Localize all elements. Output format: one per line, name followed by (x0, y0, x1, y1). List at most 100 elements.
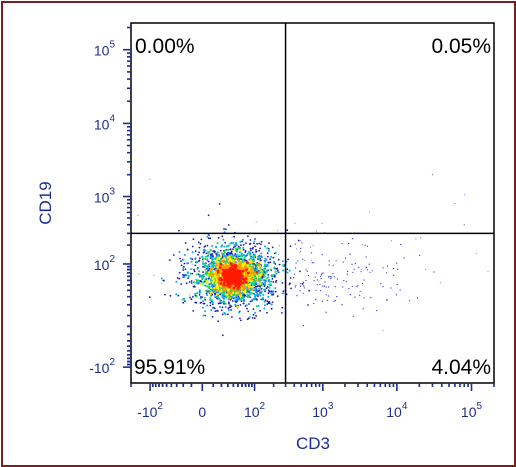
density-point (195, 278, 198, 281)
density-point (216, 261, 220, 264)
density-point (239, 269, 242, 273)
density-point (228, 301, 230, 304)
density-point (253, 293, 256, 296)
density-point (219, 293, 222, 296)
density-point (256, 285, 259, 287)
density-point (192, 310, 195, 312)
density-point (215, 256, 218, 259)
sparse-point (349, 294, 351, 296)
density-point (267, 261, 270, 264)
density-point (202, 276, 205, 279)
density-point (274, 290, 277, 293)
density-point (211, 263, 214, 266)
density-point (247, 250, 250, 253)
density-point (219, 258, 222, 261)
density-point (236, 305, 239, 308)
density-point (185, 274, 188, 277)
density-point (211, 260, 214, 263)
sparse-point (303, 287, 305, 289)
density-point (265, 259, 268, 261)
density-point (202, 314, 205, 317)
density-point (226, 248, 230, 251)
density-point (268, 242, 270, 245)
density-point (250, 286, 254, 289)
sparse-point (349, 253, 351, 255)
sparse-point (380, 283, 382, 285)
density-point (239, 304, 242, 306)
density-point (277, 258, 280, 261)
density-point (212, 291, 215, 294)
density-point (245, 304, 248, 307)
density-point (241, 238, 244, 241)
density-point (184, 268, 187, 271)
density-point (241, 284, 244, 288)
sparse-point (313, 280, 315, 282)
density-point (256, 268, 259, 271)
sparse-point (332, 264, 334, 266)
sparse-point (303, 285, 305, 287)
sparse-point (363, 279, 365, 281)
y-tick-label: -102 (89, 357, 115, 376)
density-point (272, 281, 275, 283)
density-point (241, 292, 244, 295)
density-point (273, 274, 276, 277)
sparse-point (341, 304, 343, 306)
density-point (258, 249, 261, 252)
quadrant-lower-right-label: 4.04% (431, 356, 491, 379)
sparse-point (305, 279, 307, 282)
sparse-point (475, 252, 477, 254)
density-point (224, 241, 227, 244)
density-point (231, 271, 235, 274)
sparse-point (213, 261, 215, 263)
density-point (227, 224, 230, 226)
sparse-point (295, 262, 297, 264)
density-point (267, 249, 270, 252)
density-point (288, 269, 291, 272)
density-point (233, 249, 236, 252)
density-point (266, 263, 269, 266)
density-point (213, 292, 216, 295)
density-point (209, 278, 212, 282)
sparse-point (307, 305, 309, 307)
density-point (176, 277, 179, 279)
density-point (197, 241, 200, 244)
density-point (223, 300, 226, 303)
sparse-point (210, 267, 212, 269)
density-point (223, 251, 226, 254)
density-point (209, 254, 212, 256)
x-tick-label: -102 (137, 401, 163, 420)
density-point (201, 296, 204, 298)
sparse-point (408, 300, 410, 302)
sparse-point (321, 300, 324, 302)
density-point (229, 262, 233, 266)
density-point (231, 277, 235, 281)
sparse-point (370, 296, 372, 299)
density-point (289, 277, 292, 279)
density-point (218, 203, 221, 205)
sparse-point (327, 295, 329, 297)
density-point (209, 249, 212, 252)
sparse-point (333, 300, 335, 302)
x-tick-label: 105 (461, 401, 483, 420)
density-point (224, 249, 227, 252)
density-point (249, 242, 252, 245)
density-point (260, 287, 263, 290)
sparse-point (306, 270, 308, 272)
sparse-point (320, 275, 322, 277)
density-point (217, 251, 220, 254)
density-point (188, 281, 191, 283)
density-point (255, 282, 258, 284)
density-point (246, 293, 249, 296)
density-point (199, 296, 202, 298)
density-point (204, 257, 207, 261)
density-point (206, 244, 209, 247)
density-point (276, 267, 279, 270)
sparse-point (299, 251, 301, 253)
flow-cytometry-plot: -102 0 102 103 104 105 -102 102 103 104 105 0.00%… (36, 22, 495, 453)
density-point (221, 313, 224, 316)
density-point (241, 269, 245, 273)
density-point (194, 258, 197, 261)
density-point (253, 242, 255, 245)
density-point (213, 286, 216, 290)
